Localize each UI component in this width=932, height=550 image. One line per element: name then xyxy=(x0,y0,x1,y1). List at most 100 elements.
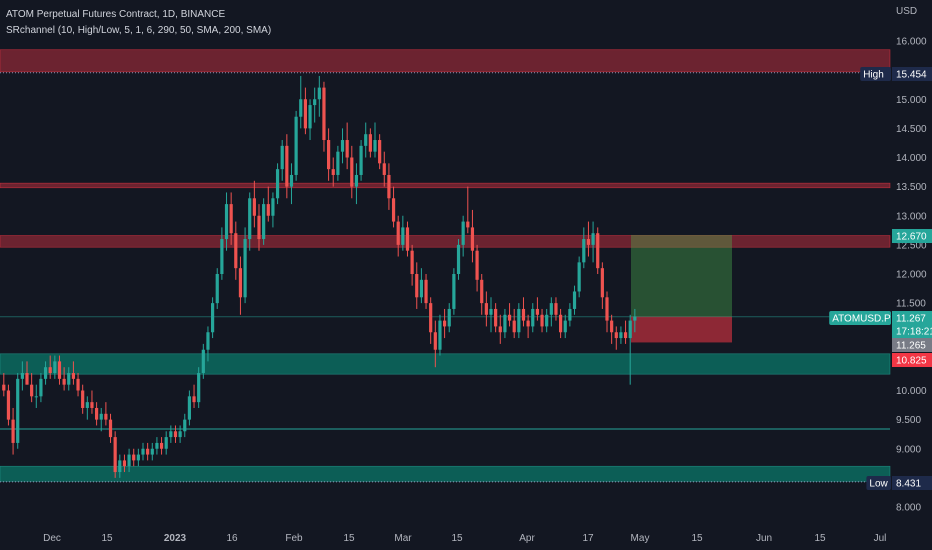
candle-body xyxy=(62,378,66,385)
y-tick-label: 15.000 xyxy=(896,95,927,106)
candle-body xyxy=(563,320,567,333)
candle-body xyxy=(387,174,391,199)
candle-body xyxy=(382,163,386,175)
candle-body xyxy=(470,227,475,251)
candle-body xyxy=(429,303,433,333)
candle-body xyxy=(76,378,80,391)
candle-body xyxy=(173,431,178,438)
candle-body xyxy=(336,151,340,175)
candle-body xyxy=(220,239,224,274)
candle-body xyxy=(85,402,89,408)
candle-body xyxy=(378,140,382,164)
candle-body xyxy=(285,145,289,187)
position-stop-zone xyxy=(631,316,732,343)
candle-body xyxy=(396,221,400,245)
candle-body xyxy=(517,308,521,333)
candle-body xyxy=(554,303,558,315)
candle-body xyxy=(410,250,414,274)
candle-body xyxy=(623,332,628,339)
candle-body xyxy=(169,431,173,438)
candle-body xyxy=(391,198,396,222)
x-tick-label: 17 xyxy=(582,533,594,544)
candle-body xyxy=(280,145,284,170)
candle-body xyxy=(512,320,516,333)
candle-body xyxy=(591,233,595,245)
candle-body xyxy=(275,169,280,199)
x-tick-label: 2023 xyxy=(164,533,187,544)
x-tick-label: Apr xyxy=(519,533,535,544)
candle-body xyxy=(53,361,57,374)
candle-body xyxy=(456,244,461,274)
price-tag-value: 11.265 xyxy=(896,341,926,352)
candle-body xyxy=(34,396,38,398)
candle-body xyxy=(243,239,247,298)
sr-channel-zone xyxy=(0,182,891,189)
candle-body xyxy=(438,320,442,350)
candle-body xyxy=(211,303,215,333)
candle-body xyxy=(424,279,428,304)
candle-body xyxy=(57,361,62,379)
candle-body xyxy=(20,373,24,379)
candle-body xyxy=(201,349,205,374)
candle-body xyxy=(331,169,335,175)
x-tick-label: 15 xyxy=(691,533,703,544)
candle-body xyxy=(43,367,48,379)
price-tag-value: 11.267 xyxy=(896,314,926,325)
candle-body xyxy=(489,308,493,315)
candle-body xyxy=(229,204,233,234)
price-tag-value: 10.825 xyxy=(896,356,927,367)
sr-channel-zone xyxy=(0,465,891,482)
candle-body xyxy=(354,174,359,187)
candle-body xyxy=(586,239,591,245)
candle-body xyxy=(494,308,498,327)
candle-body xyxy=(155,442,159,449)
price-tag-bg xyxy=(892,67,932,81)
candle-body xyxy=(619,332,623,339)
y-tick-label: 8.000 xyxy=(896,503,921,514)
x-tick-label: 15 xyxy=(451,533,463,544)
y-tick-label: 12.500 xyxy=(896,240,927,251)
candle-body xyxy=(614,332,618,339)
candle-body xyxy=(368,134,372,152)
candle-body xyxy=(415,274,419,298)
candle-body xyxy=(108,419,113,438)
y-tick-label: 16.000 xyxy=(896,37,927,48)
candle-body xyxy=(526,320,530,327)
y-tick-label: 13.000 xyxy=(896,211,927,222)
price-tag-label: Low xyxy=(869,479,888,490)
sr-channel-zone xyxy=(0,49,891,73)
candle-body xyxy=(30,384,34,397)
x-tick-label: Mar xyxy=(394,533,412,544)
candle-body xyxy=(317,87,321,100)
candle-body xyxy=(67,373,71,385)
candle-body xyxy=(443,320,447,327)
y-tick-label: 13.500 xyxy=(896,182,927,193)
candle-body xyxy=(405,227,410,251)
price-tag-label: ATOMUSD.P xyxy=(832,314,891,325)
x-tick-label: 16 xyxy=(226,533,238,544)
candle-body xyxy=(480,279,484,304)
candle-body xyxy=(521,308,526,321)
x-tick-label: 15 xyxy=(343,533,355,544)
x-tick-label: 15 xyxy=(814,533,826,544)
price-tag-bg xyxy=(892,324,932,338)
candle-body xyxy=(136,454,140,461)
candle-body xyxy=(104,413,108,420)
candle-body xyxy=(294,116,298,175)
price-tag-value: 15.454 xyxy=(896,70,927,81)
x-tick-label: Jun xyxy=(756,533,772,544)
y-tick-label: 10.000 xyxy=(896,386,927,397)
candle-body xyxy=(340,140,345,152)
x-tick-label: 15 xyxy=(101,533,113,544)
candle-body xyxy=(257,215,261,240)
candle-body xyxy=(11,419,15,443)
candle-body xyxy=(2,384,6,391)
y-tick-label: 11.500 xyxy=(896,299,926,310)
candle-body xyxy=(498,326,502,333)
price-tag-bg xyxy=(892,338,932,352)
candle-body xyxy=(299,99,303,117)
candle-body xyxy=(507,314,512,321)
candle-body xyxy=(572,291,577,309)
candle-body xyxy=(224,204,229,240)
